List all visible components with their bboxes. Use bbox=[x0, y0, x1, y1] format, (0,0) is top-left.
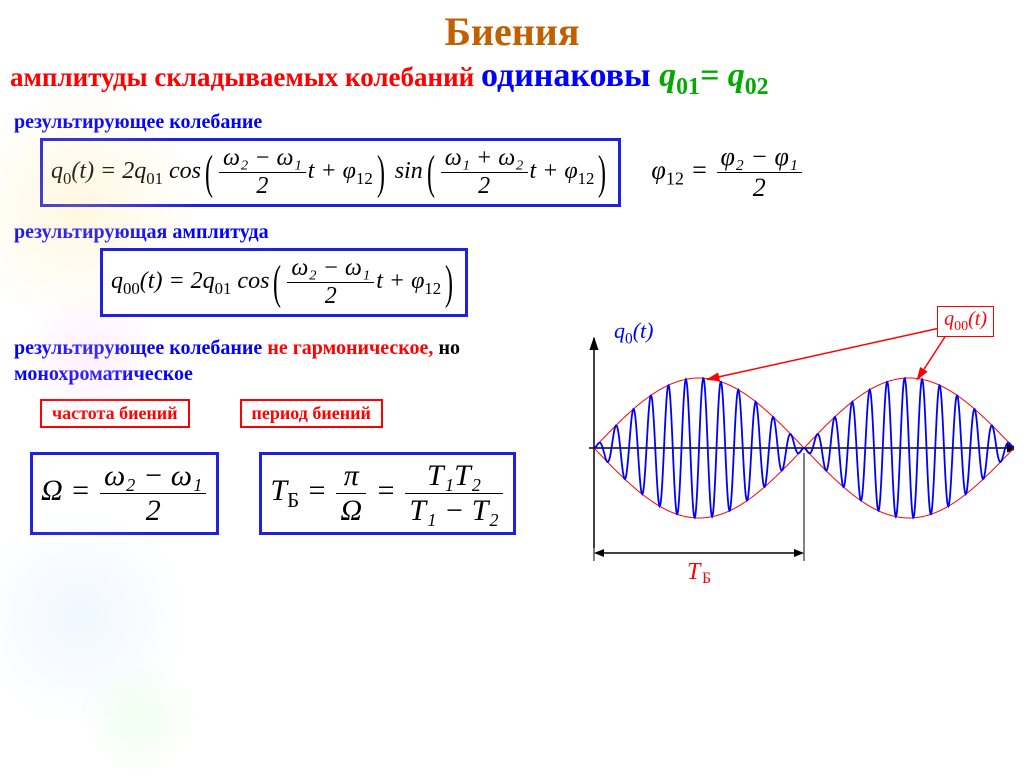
formula-phi12: φ12 = φ₂ − φ₁2 bbox=[651, 142, 804, 203]
label-beat-period: период биений bbox=[240, 399, 383, 428]
formula-Tb: TБ = πΩ = T₁T₂T₁ − T₂ bbox=[270, 474, 504, 507]
svg-text:Б: Б bbox=[702, 570, 711, 587]
svg-text:T: T bbox=[687, 559, 702, 585]
chart-svg: tTБ bbox=[554, 318, 1014, 648]
formula-q00: q00(t) = 2q01 cos(ω₂ − ω₁2t + φ12) bbox=[111, 268, 457, 294]
beats-chart: q00(t) q0(t) tTБ bbox=[554, 318, 1014, 648]
y-axis-label: q0(t) bbox=[614, 318, 653, 348]
formula-q00-box: q00(t) = 2q01 cos(ω₂ − ω₁2t + φ12) bbox=[100, 248, 468, 317]
slide-title: Биения bbox=[0, 8, 1024, 55]
condition-eq: q01= q02 bbox=[659, 57, 768, 94]
condition-line: амплитуды складываемых колебаний одинако… bbox=[10, 57, 1024, 101]
formula-omega: Ω = ω₂ − ω₁2 bbox=[41, 474, 208, 507]
envelope-label-box: q00(t) bbox=[937, 306, 994, 337]
formula-Tb-box: TБ = πΩ = T₁T₂T₁ − T₂ bbox=[259, 452, 515, 535]
condition-text-blue: одинаковы bbox=[481, 57, 659, 94]
